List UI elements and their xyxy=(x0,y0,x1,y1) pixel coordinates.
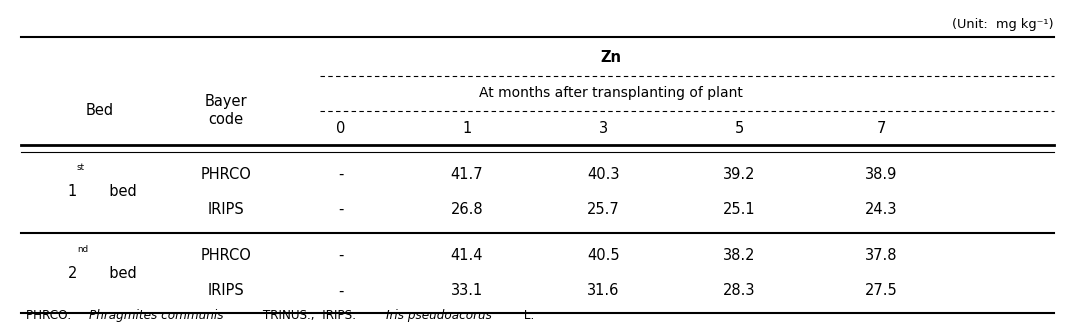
Text: 26.8: 26.8 xyxy=(450,202,484,217)
Text: 31.6: 31.6 xyxy=(587,283,620,298)
Text: -: - xyxy=(338,283,343,298)
Text: 3: 3 xyxy=(598,121,608,136)
Text: (Unit:  mg kg⁻¹): (Unit: mg kg⁻¹) xyxy=(952,18,1054,31)
Text: TRINUS.,  IRIPS:: TRINUS., IRIPS: xyxy=(259,309,360,321)
Text: IRIPS: IRIPS xyxy=(208,202,244,217)
Text: 28.3: 28.3 xyxy=(723,283,755,298)
Text: 41.7: 41.7 xyxy=(450,167,484,182)
Text: 38.9: 38.9 xyxy=(865,167,898,182)
Text: PHRCO:: PHRCO: xyxy=(27,309,76,321)
Text: L.: L. xyxy=(520,309,535,321)
Text: IRIPS: IRIPS xyxy=(208,283,244,298)
Text: -: - xyxy=(338,248,343,263)
Text: 27.5: 27.5 xyxy=(865,283,898,298)
Text: st: st xyxy=(77,163,85,172)
Text: bed: bed xyxy=(100,184,137,199)
Text: Zn: Zn xyxy=(600,51,622,65)
Text: 2: 2 xyxy=(67,266,77,281)
Text: Phragmites communis: Phragmites communis xyxy=(89,309,223,321)
Text: -: - xyxy=(338,202,343,217)
Text: PHRCO: PHRCO xyxy=(200,167,251,182)
Text: 5: 5 xyxy=(735,121,744,136)
Text: At months after transplanting of plant: At months after transplanting of plant xyxy=(479,86,743,100)
Text: 1: 1 xyxy=(67,184,77,199)
Text: Bed: Bed xyxy=(86,103,113,118)
Text: 24.3: 24.3 xyxy=(865,202,898,217)
Text: 1: 1 xyxy=(462,121,472,136)
Text: 37.8: 37.8 xyxy=(865,248,898,263)
Text: 38.2: 38.2 xyxy=(723,248,755,263)
Text: Bayer
code: Bayer code xyxy=(204,94,247,127)
Text: Iris pseudoacorus: Iris pseudoacorus xyxy=(386,309,492,321)
Text: 0: 0 xyxy=(336,121,346,136)
Text: PHRCO: PHRCO xyxy=(200,248,251,263)
Text: 40.3: 40.3 xyxy=(587,167,620,182)
Text: 40.5: 40.5 xyxy=(586,248,620,263)
Text: 41.4: 41.4 xyxy=(450,248,483,263)
Text: 25.7: 25.7 xyxy=(586,202,620,217)
Text: -: - xyxy=(338,167,343,182)
Text: 25.1: 25.1 xyxy=(723,202,755,217)
Text: nd: nd xyxy=(77,245,88,254)
Text: bed: bed xyxy=(100,266,137,281)
Text: 7: 7 xyxy=(876,121,886,136)
Text: 33.1: 33.1 xyxy=(450,283,483,298)
Text: 39.2: 39.2 xyxy=(723,167,755,182)
